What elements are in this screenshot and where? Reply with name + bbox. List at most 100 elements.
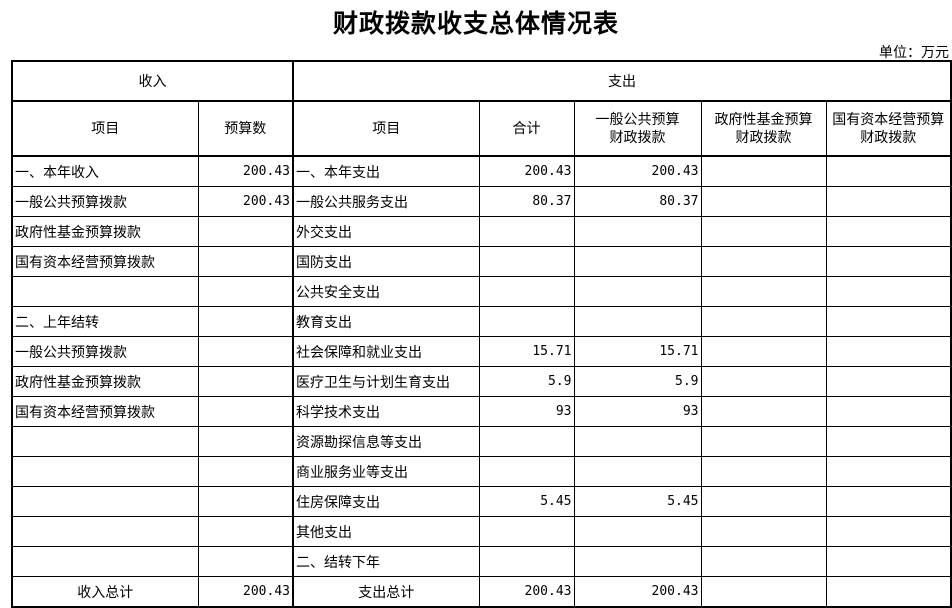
cell-expense-item: 支出总计 — [292, 576, 480, 608]
cell-expense-state-capital — [825, 186, 952, 217]
col-header-expense-item: 项目 — [292, 100, 480, 157]
cell-expense-item: 公共安全支出 — [292, 276, 480, 307]
cell-expense-general-budget: 200.43 — [573, 155, 702, 187]
cell-expense-state-capital — [825, 546, 952, 577]
cell-expense-general-budget — [573, 216, 702, 247]
cell-expense-item: 二、结转下年 — [292, 546, 480, 577]
table-row: 一般公共预算拨款 200.43 一般公共服务支出 80.37 80.37 — [11, 186, 952, 217]
cell-expense-item: 社会保障和就业支出 — [292, 336, 480, 367]
cell-expense-total: 200.43 — [478, 155, 575, 187]
cell-expense-state-capital — [825, 336, 952, 367]
cell-expense-total — [478, 306, 575, 337]
cell-expense-item: 教育支出 — [292, 306, 480, 337]
cell-expense-gov-fund — [700, 306, 827, 337]
cell-expense-state-capital — [825, 276, 952, 307]
cell-income-budget — [197, 336, 294, 367]
expense-header: 支出 — [292, 60, 952, 102]
cell-income-budget — [197, 456, 294, 487]
cell-expense-item: 其他支出 — [292, 516, 480, 547]
cell-expense-gov-fund — [700, 216, 827, 247]
cell-expense-total: 5.45 — [478, 486, 575, 517]
col-header-state-capital: 国有资本经营预算 财政拨款 — [825, 100, 952, 157]
cell-expense-gov-fund — [700, 336, 827, 367]
col-header-income-item: 项目 — [11, 100, 199, 157]
cell-income-item — [11, 546, 199, 577]
cell-expense-gov-fund — [700, 366, 827, 397]
cell-income-item: 国有资本经营预算拨款 — [11, 396, 199, 427]
cell-expense-total — [478, 516, 575, 547]
cell-expense-total: 93 — [478, 396, 575, 427]
cell-income-budget — [197, 546, 294, 577]
table-row: 公共安全支出 — [11, 276, 952, 307]
cell-income-budget — [197, 486, 294, 517]
cell-expense-total: 80.37 — [478, 186, 575, 217]
cell-expense-gov-fund — [700, 546, 827, 577]
cell-expense-gov-fund — [700, 246, 827, 277]
col-header-budget: 预算数 — [197, 100, 294, 157]
cell-expense-general-budget: 5.9 — [573, 366, 702, 397]
table-row: 其他支出 — [11, 516, 952, 547]
cell-income-item — [11, 486, 199, 517]
cell-income-item: 政府性基金预算拨款 — [11, 216, 199, 247]
fiscal-summary-table: 收入 支出 项目 预算数 项目 合计 一般公共预算 财政拨款 政府性基金预算 财… — [11, 60, 952, 608]
cell-expense-general-budget: 5.45 — [573, 486, 702, 517]
table-row: 二、上年结转 教育支出 — [11, 306, 952, 337]
table-row: 一般公共预算拨款 社会保障和就业支出 15.71 15.71 — [11, 336, 952, 367]
cell-expense-total: 15.71 — [478, 336, 575, 367]
cell-expense-general-budget: 93 — [573, 396, 702, 427]
cell-expense-gov-fund — [700, 486, 827, 517]
table-row: 住房保障支出 5.45 5.45 — [11, 486, 952, 517]
table-row: 国有资本经营预算拨款 国防支出 — [11, 246, 952, 277]
cell-expense-state-capital — [825, 246, 952, 277]
cell-income-budget: 200.43 — [197, 155, 294, 187]
cell-expense-general-budget — [573, 306, 702, 337]
table-row: 政府性基金预算拨款 外交支出 — [11, 216, 952, 247]
unit-label: 单位：万元 — [879, 45, 949, 61]
table-row: 二、结转下年 — [11, 546, 952, 577]
cell-expense-total — [478, 546, 575, 577]
cell-expense-item: 国防支出 — [292, 246, 480, 277]
cell-expense-general-budget: 80.37 — [573, 186, 702, 217]
cell-income-item — [11, 276, 199, 307]
cell-income-item — [11, 426, 199, 457]
cell-income-budget — [197, 366, 294, 397]
cell-expense-general-budget — [573, 426, 702, 457]
cell-expense-total — [478, 276, 575, 307]
cell-expense-state-capital — [825, 216, 952, 247]
cell-expense-general-budget — [573, 516, 702, 547]
cell-expense-gov-fund — [700, 426, 827, 457]
cell-income-budget — [197, 516, 294, 547]
cell-expense-general-budget — [573, 246, 702, 277]
cell-expense-general-budget: 200.43 — [573, 576, 702, 608]
table-row: 资源勘探信息等支出 — [11, 426, 952, 457]
cell-income-item: 政府性基金预算拨款 — [11, 366, 199, 397]
table-row: 商业服务业等支出 — [11, 456, 952, 487]
cell-expense-total — [478, 216, 575, 247]
cell-expense-state-capital — [825, 396, 952, 427]
cell-expense-total: 5.9 — [478, 366, 575, 397]
cell-income-item: 国有资本经营预算拨款 — [11, 246, 199, 277]
cell-expense-item: 商业服务业等支出 — [292, 456, 480, 487]
table-row: 一、本年收入 200.43 一、本年支出 200.43 200.43 — [11, 155, 952, 187]
cell-expense-item: 资源勘探信息等支出 — [292, 426, 480, 457]
cell-expense-state-capital — [825, 486, 952, 517]
cell-expense-item: 一、本年支出 — [292, 155, 480, 187]
col-header-general-budget: 一般公共预算 财政拨款 — [573, 100, 702, 157]
cell-expense-item: 住房保障支出 — [292, 486, 480, 517]
cell-income-budget — [197, 306, 294, 337]
cell-expense-total — [478, 456, 575, 487]
cell-expense-item: 外交支出 — [292, 216, 480, 247]
income-header: 收入 — [11, 60, 294, 102]
header-row-columns: 项目 预算数 项目 合计 一般公共预算 财政拨款 政府性基金预算 财政拨款 国有… — [11, 100, 952, 157]
cell-expense-item: 医疗卫生与计划生育支出 — [292, 366, 480, 397]
page-title: 财政拨款收支总体情况表 — [332, 9, 619, 38]
cell-income-budget — [197, 426, 294, 457]
cell-income-budget — [197, 276, 294, 307]
cell-expense-gov-fund — [700, 276, 827, 307]
header-row-top: 收入 支出 — [11, 60, 952, 102]
cell-expense-gov-fund — [700, 186, 827, 217]
cell-income-budget: 200.43 — [197, 186, 294, 217]
cell-expense-general-budget — [573, 546, 702, 577]
cell-expense-item: 科学技术支出 — [292, 396, 480, 427]
cell-expense-state-capital — [825, 306, 952, 337]
